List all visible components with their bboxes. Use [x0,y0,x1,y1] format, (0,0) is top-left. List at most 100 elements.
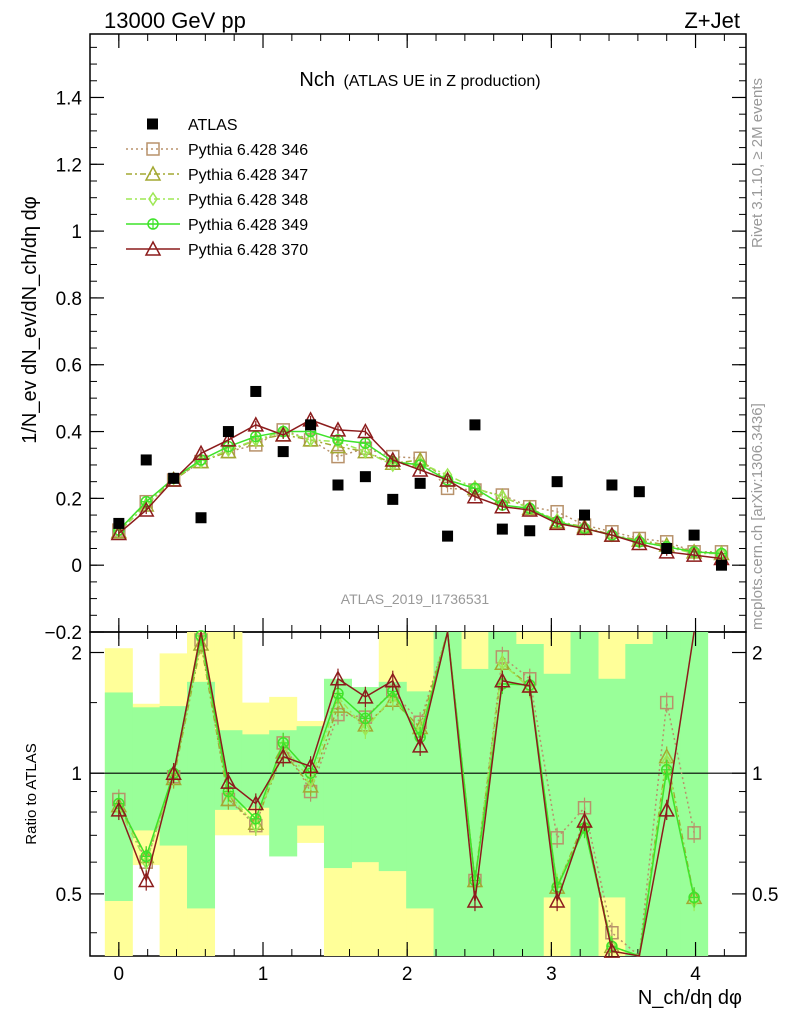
ratio-band-green [132,707,161,831]
series-point [329,421,347,437]
legend-marker-atlas [147,118,158,130]
atlas-data-point [359,471,371,483]
atlas-data-point [250,385,262,397]
legend-label: Pythia 6.428 347 [188,167,308,184]
series-point [332,434,344,446]
y-tick-label: 1.2 [56,155,82,176]
ratio-tick-label: 2 [71,644,82,665]
legend-label: Pythia 6.428 346 [188,142,308,159]
atlas-data-point [688,529,700,541]
legend-entry-4: Pythia 6.428 349 [126,217,308,234]
ratio-tick-label: 1 [71,764,82,785]
ratio-point [469,874,481,887]
series-point [384,451,402,467]
ratio-point [110,801,128,817]
ratio-point [302,757,319,774]
ratio-point [658,801,675,817]
y-axis-label: 1/N_ev dN_ev/dN_ch/dη dφ [19,196,41,444]
ratio-tick-label-right: 1 [752,764,763,785]
ratio-band-green [570,632,599,956]
ratio-band-green [187,681,216,909]
atlas-data-point [469,419,481,431]
ratio-point [357,688,374,704]
ratio-point [659,695,674,710]
atlas-data-point [305,419,317,431]
y-tick-label: 0.8 [56,289,82,310]
atlas-data-point [387,493,399,505]
legend-label: Pythia 6.428 370 [188,242,308,259]
y-tick-label: 0.6 [56,356,82,377]
series-point [548,514,566,531]
legend-marker [148,191,158,207]
series-point [250,430,262,443]
ratio-point [165,764,182,780]
legend-entry-3: Pythia 6.428 348 [126,191,308,209]
legend-label: Pythia 6.428 349 [188,217,308,234]
ratio-band-green [597,678,626,898]
legend-entry-2: Pythia 6.428 347 [126,165,308,184]
x-tick-label: 3 [546,964,557,985]
series-point [220,431,237,447]
y-tick-label: −0.2 [44,623,82,644]
series-point [305,432,316,448]
legend-entry-atlas: ATLAS [147,117,238,134]
atlas-data-point [524,525,536,537]
ratio-point [576,812,593,828]
series-point [494,498,511,514]
series-point [359,437,372,449]
series-point [329,438,347,454]
series-point [387,457,398,473]
x-tick-label: 4 [690,964,701,985]
legend-label-atlas: ATLAS [188,117,238,134]
series-line [118,419,722,560]
header-right: Z+Jet [684,8,740,33]
atlas-data-point [442,530,454,542]
y-tick-label: 1 [71,222,82,243]
series-line [118,429,722,553]
legend-entry-1: Pythia 6.428 346 [126,142,308,159]
ratio-axes: 0.5 0.5 1 1 2 2 0 1 2 3 4 [56,632,778,985]
analysis-watermark: ATLAS_2019_I1736531 [341,591,490,607]
series-point [576,519,593,536]
series-point [331,449,345,464]
legend-entry-5: Pythia 6.428 370 [126,240,308,259]
plot-title: Nch (ATLAS UE in Z production) [299,69,540,91]
atlas-data-point [222,426,234,438]
ratio-point [359,712,372,725]
atlas-data-point [195,512,207,524]
atlas-data-point [496,523,508,535]
ratio-point [603,942,621,958]
series-point [137,501,155,517]
ratio-point [550,831,564,845]
legend-label: Pythia 6.428 348 [188,192,308,209]
series-point [631,534,648,551]
ratio-point [137,871,155,888]
legend-marker [144,240,162,256]
y-tick-label: 0.2 [56,489,82,510]
y-tick-label: 1.4 [56,88,83,109]
series-point [110,524,128,541]
ratio-series-5 [110,631,695,958]
series-point [360,444,371,459]
header-left: 13000 GeV pp [104,8,246,33]
atlas-data-point [661,542,673,554]
series-point [439,471,456,487]
atlas-data-point [606,479,618,491]
y-tick-label: 0.4 [56,423,83,444]
series-point [685,546,703,562]
series-point [274,426,292,442]
atlas-data [113,385,727,571]
series-point [466,488,484,504]
ratio-line [118,631,695,957]
ratio-point [360,721,371,737]
ratio-point [305,772,316,788]
ratio-point [466,892,484,908]
ratio-series-layer [110,630,703,958]
atlas-data-point [113,517,125,529]
ratio-point [140,850,152,863]
ratio-band-green [378,681,407,872]
series-point [634,534,645,550]
legend-marker [144,165,162,181]
ratio-band-green [433,632,462,956]
